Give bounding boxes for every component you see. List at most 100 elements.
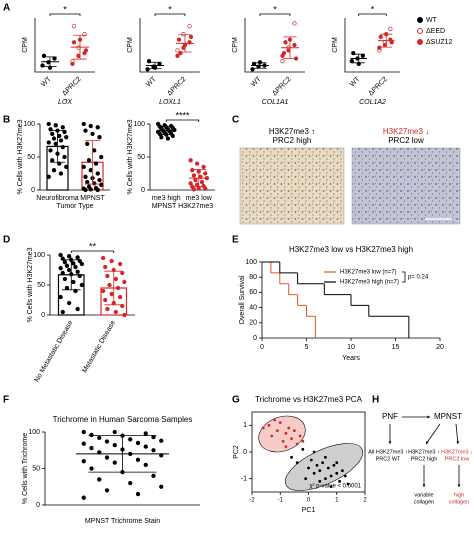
- data-point: [135, 457, 141, 462]
- data-point: [201, 164, 206, 170]
- data-point: [290, 455, 293, 459]
- data-point: [113, 309, 119, 315]
- diagram-node: PRC2 low: [445, 456, 469, 462]
- data-point: [60, 144, 65, 150]
- data-point: [346, 482, 350, 486]
- x-axis-label: PC1: [302, 507, 316, 514]
- x-tick-label: 0: [260, 344, 264, 351]
- data-point: [70, 61, 75, 67]
- data-point: [187, 23, 192, 29]
- significance-label: **: [89, 241, 97, 251]
- diagram-node: All H3K27me3 ↑: [368, 449, 408, 455]
- data-point: [75, 255, 80, 260]
- error-bar: [104, 270, 124, 306]
- data-point: [99, 182, 104, 187]
- data-point: [128, 480, 133, 486]
- y-axis-label: % Cells with H3K27me3: [27, 247, 34, 322]
- data-point: [83, 48, 89, 53]
- data-point: [62, 154, 67, 160]
- y-tick-label: 60: [249, 289, 257, 296]
- data-point: [267, 423, 271, 427]
- data-point: [122, 279, 127, 285]
- data-point: [97, 177, 102, 183]
- legend-label: H3K27me3 high (n=7): [340, 280, 399, 286]
- data-point: [290, 437, 293, 441]
- data-point: [388, 26, 393, 31]
- data-point: [280, 59, 285, 64]
- data-point: [64, 135, 69, 140]
- data-point: [170, 133, 175, 139]
- data-point: [159, 484, 164, 489]
- data-point: [175, 48, 180, 53]
- data-point: [341, 469, 344, 473]
- data-point: [83, 128, 88, 133]
- y-axis-label: CPM: [232, 37, 239, 53]
- data-point: [62, 260, 68, 265]
- diagram-arrow: [425, 423, 441, 445]
- y-tick-label: 0: [36, 502, 40, 509]
- data-point: [58, 294, 63, 300]
- diagram-node: PRC2 high: [411, 456, 438, 462]
- data-point: [62, 129, 67, 135]
- diagram-node: MPNST: [434, 412, 462, 421]
- data-point: [292, 42, 297, 48]
- data-point: [145, 67, 150, 72]
- data-point: [48, 148, 53, 153]
- panel-label: E: [232, 235, 239, 246]
- significance-label: *: [371, 4, 375, 14]
- y-tick-label: 100: [23, 121, 35, 128]
- data-point: [71, 279, 76, 285]
- y-axis-label: CPM: [332, 37, 339, 53]
- x-tick-label: ΔPRC2: [166, 76, 188, 98]
- data-point: [99, 154, 104, 160]
- y-axis-label: Overall Survival: [239, 275, 246, 324]
- data-point: [81, 495, 86, 500]
- error-bar: [178, 34, 192, 53]
- data-point: [312, 450, 316, 454]
- data-point: [100, 288, 106, 294]
- data-point: [295, 442, 299, 446]
- p-value-bracket: [402, 271, 406, 283]
- data-point: [71, 261, 76, 266]
- p-value: p= 0.24: [408, 275, 429, 281]
- x-axis-label: Years: [342, 355, 360, 362]
- x-tick-label: WT: [349, 75, 362, 88]
- arrow-head: [426, 441, 429, 444]
- panel-label: H: [372, 395, 379, 406]
- diagram-node: PRC2 WT: [376, 456, 401, 462]
- data-point: [92, 181, 97, 186]
- data-point: [95, 171, 100, 176]
- data-point: [199, 179, 205, 185]
- data-point: [203, 186, 208, 191]
- data-point: [332, 463, 336, 467]
- y-tick-label: 50: [32, 465, 40, 472]
- data-point: [128, 437, 133, 442]
- legend-label: WT: [426, 17, 438, 24]
- data-point: [71, 23, 77, 29]
- data-point: [86, 158, 92, 163]
- data-point: [64, 164, 69, 170]
- data-point: [194, 161, 200, 166]
- panel-label: F: [3, 395, 9, 406]
- data-point: [292, 21, 297, 26]
- data-point: [88, 168, 93, 173]
- data-point: [46, 121, 51, 127]
- y-tick-label: 40: [249, 304, 257, 311]
- error-bar: [352, 53, 365, 64]
- data-point: [318, 469, 322, 473]
- data-point: [283, 40, 288, 45]
- significance-bracket: [70, 250, 115, 253]
- data-point: [50, 131, 55, 137]
- diagram-node: PNF: [382, 412, 398, 421]
- data-point: [103, 297, 108, 303]
- data-point: [284, 445, 288, 449]
- p-value: χ² p-value < 0.0001: [309, 484, 361, 490]
- y-tick-label: 0: [243, 449, 247, 456]
- data-point: [112, 460, 117, 465]
- data-point: [188, 158, 193, 163]
- data-point: [112, 442, 117, 448]
- x-tick-label: WT: [250, 75, 263, 88]
- data-point: [104, 488, 110, 493]
- error-bar: [253, 62, 267, 69]
- data-point: [117, 294, 123, 300]
